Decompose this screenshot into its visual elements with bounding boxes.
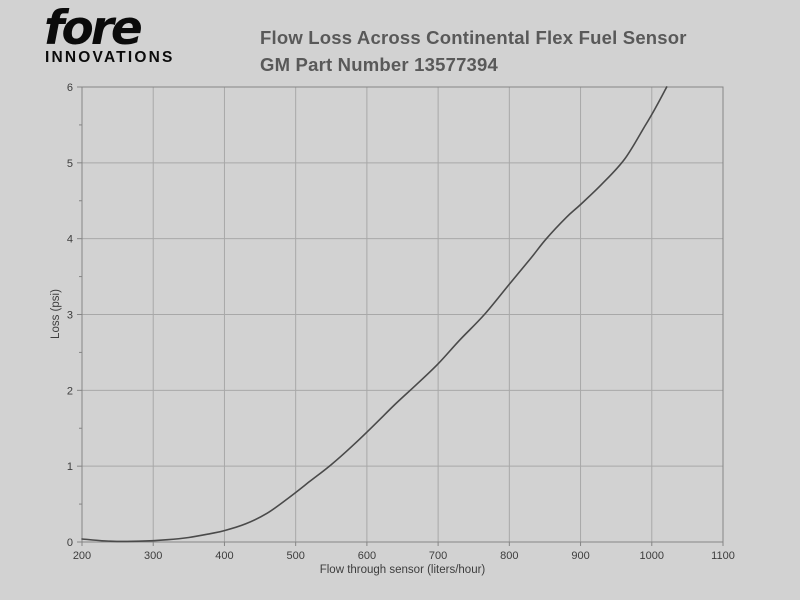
- fore-innovations-logo: fore INNOVATIONS: [44, 1, 204, 67]
- y-tick-label: 4: [67, 234, 73, 246]
- x-tick-label: 1000: [640, 550, 664, 562]
- chart-title-line2: GM Part Number 13577394: [260, 54, 499, 75]
- y-axis-title: Loss (psi): [50, 289, 62, 339]
- x-tick-label: 900: [571, 550, 589, 562]
- y-tick-label: 0: [67, 537, 73, 549]
- x-tick-label: 200: [73, 550, 91, 562]
- x-tick-label: 400: [215, 550, 233, 562]
- x-tick-label: 700: [429, 550, 447, 562]
- x-tick-label: 600: [358, 550, 376, 562]
- flow-loss-curve: [81, 86, 668, 543]
- y-tick-label: 5: [67, 158, 73, 170]
- y-tick-label: 2: [67, 385, 73, 397]
- x-tick-label: 500: [286, 550, 304, 562]
- x-tick-label: 1100: [711, 550, 735, 562]
- x-tick-label: 800: [500, 550, 518, 562]
- y-tick-label: 3: [67, 310, 73, 322]
- x-tick-label: 300: [144, 550, 162, 562]
- logo-subtitle-text: INNOVATIONS: [45, 49, 175, 66]
- y-tick-label: 6: [67, 82, 73, 94]
- y-tick-label: 1: [67, 461, 73, 473]
- chart-title: Flow Loss Across Continental Flex Fuel S…: [260, 24, 780, 78]
- x-axis-title: Flow through sensor (liters/hour): [319, 564, 486, 576]
- chart-title-line1: Flow Loss Across Continental Flex Fuel S…: [260, 27, 687, 48]
- logo-brand-text: fore: [44, 1, 143, 56]
